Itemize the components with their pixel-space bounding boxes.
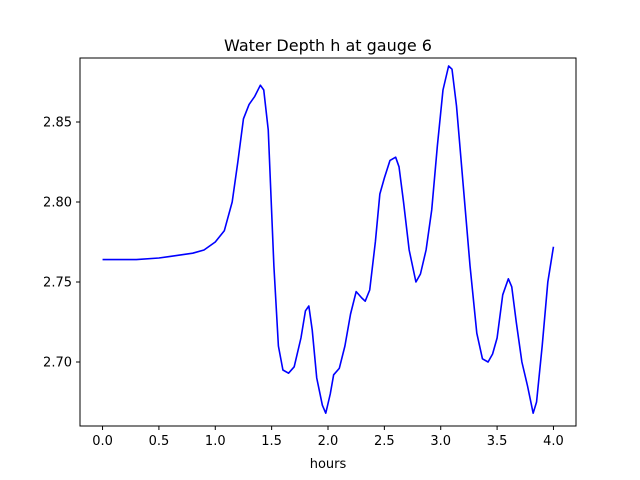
chart-title: Water Depth h at gauge 6	[224, 36, 432, 55]
plot-area	[79, 57, 577, 427]
y-tick-label: 2.75	[43, 276, 72, 291]
x-tick-label: 1.5	[261, 434, 282, 449]
x-tick-label: 2.0	[318, 434, 339, 449]
y-tick-label: 2.80	[43, 196, 72, 211]
y-tick-label: 2.70	[43, 356, 72, 371]
x-tick-label: 2.5	[374, 434, 395, 449]
x-tick-label: 1.0	[205, 434, 226, 449]
x-tick-label: 0.0	[92, 434, 113, 449]
x-tick-label: 3.0	[430, 434, 451, 449]
x-tick-label: 4.0	[543, 434, 564, 449]
x-axis-label: hours	[310, 457, 347, 472]
y-axis-ticks: 2.70 2.75 2.80 2.85	[43, 116, 80, 371]
x-tick-label: 0.5	[149, 434, 170, 449]
x-tick-label: 3.5	[487, 434, 508, 449]
y-tick-label: 2.85	[43, 116, 72, 131]
x-axis-ticks: 0.0 0.5 1.0 1.5 2.0 2.5 3.0 3.5 4.0	[92, 426, 564, 449]
series-line-0	[102, 65, 555, 414]
plot-frame	[79, 57, 577, 427]
